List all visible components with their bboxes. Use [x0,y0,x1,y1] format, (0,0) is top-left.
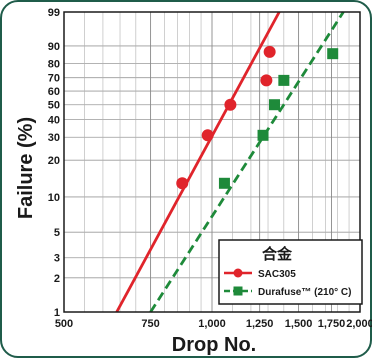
x-tick-label: 1,000 [198,318,226,330]
plot-border [63,11,361,313]
y-tick-label: 5 [54,227,60,239]
y-tick-label: 1 [54,307,60,319]
data-point [268,99,280,111]
y-tick-label: 50 [48,100,60,112]
data-point [263,45,276,58]
x-tick-label: 2,000 [346,318,372,330]
data-point [260,74,273,87]
legend: 合金 SAC305 Durafuse™ (210° C) [218,239,363,305]
y-tick-label: 3 [54,253,60,265]
y-tick-label: 2 [54,273,60,285]
y-tick-label: 40 [48,115,60,127]
y-tick-label: 60 [48,86,60,98]
y-tick-label: 70 [48,73,60,85]
fit-lines [115,11,345,313]
y-tick-label: 30 [48,132,60,144]
legend-label: SAC305 [258,269,296,280]
y-tick-label: 80 [48,58,60,70]
data-point [278,74,290,86]
fit-line [149,11,345,313]
data-points [176,45,339,190]
y-axis-title: Failure (%) [15,117,37,219]
data-point [218,177,230,189]
x-tick-label: 1,500 [285,318,313,330]
data-point [224,98,237,111]
data-point [201,129,214,142]
x-tick-label: 1,750 [318,318,346,330]
x-tick-label: 1,250 [246,318,274,330]
x-tick-label: 500 [55,318,73,330]
data-point [257,129,269,141]
data-point [176,177,189,190]
legend-items: SAC305 Durafuse™ (210° C) [224,268,351,298]
legend-label: Durafuse™ (210° C) [258,287,351,298]
x-tick-labels: 500 750 1,000 1,250 1,500 1,750 2,000 [55,318,372,330]
data-point [327,48,339,60]
y-tick-label: 99 [48,7,60,19]
y-tick-label: 90 [48,41,60,53]
legend-marker [233,286,243,296]
legend-title: 合金 [261,245,293,263]
fit-line [115,11,281,313]
y-tick-label: 20 [48,155,60,167]
y-tick-label: 10 [48,192,60,204]
legend-marker [233,268,243,278]
x-axis-title: Drop No. [172,334,256,356]
x-tick-label: 750 [141,318,159,330]
